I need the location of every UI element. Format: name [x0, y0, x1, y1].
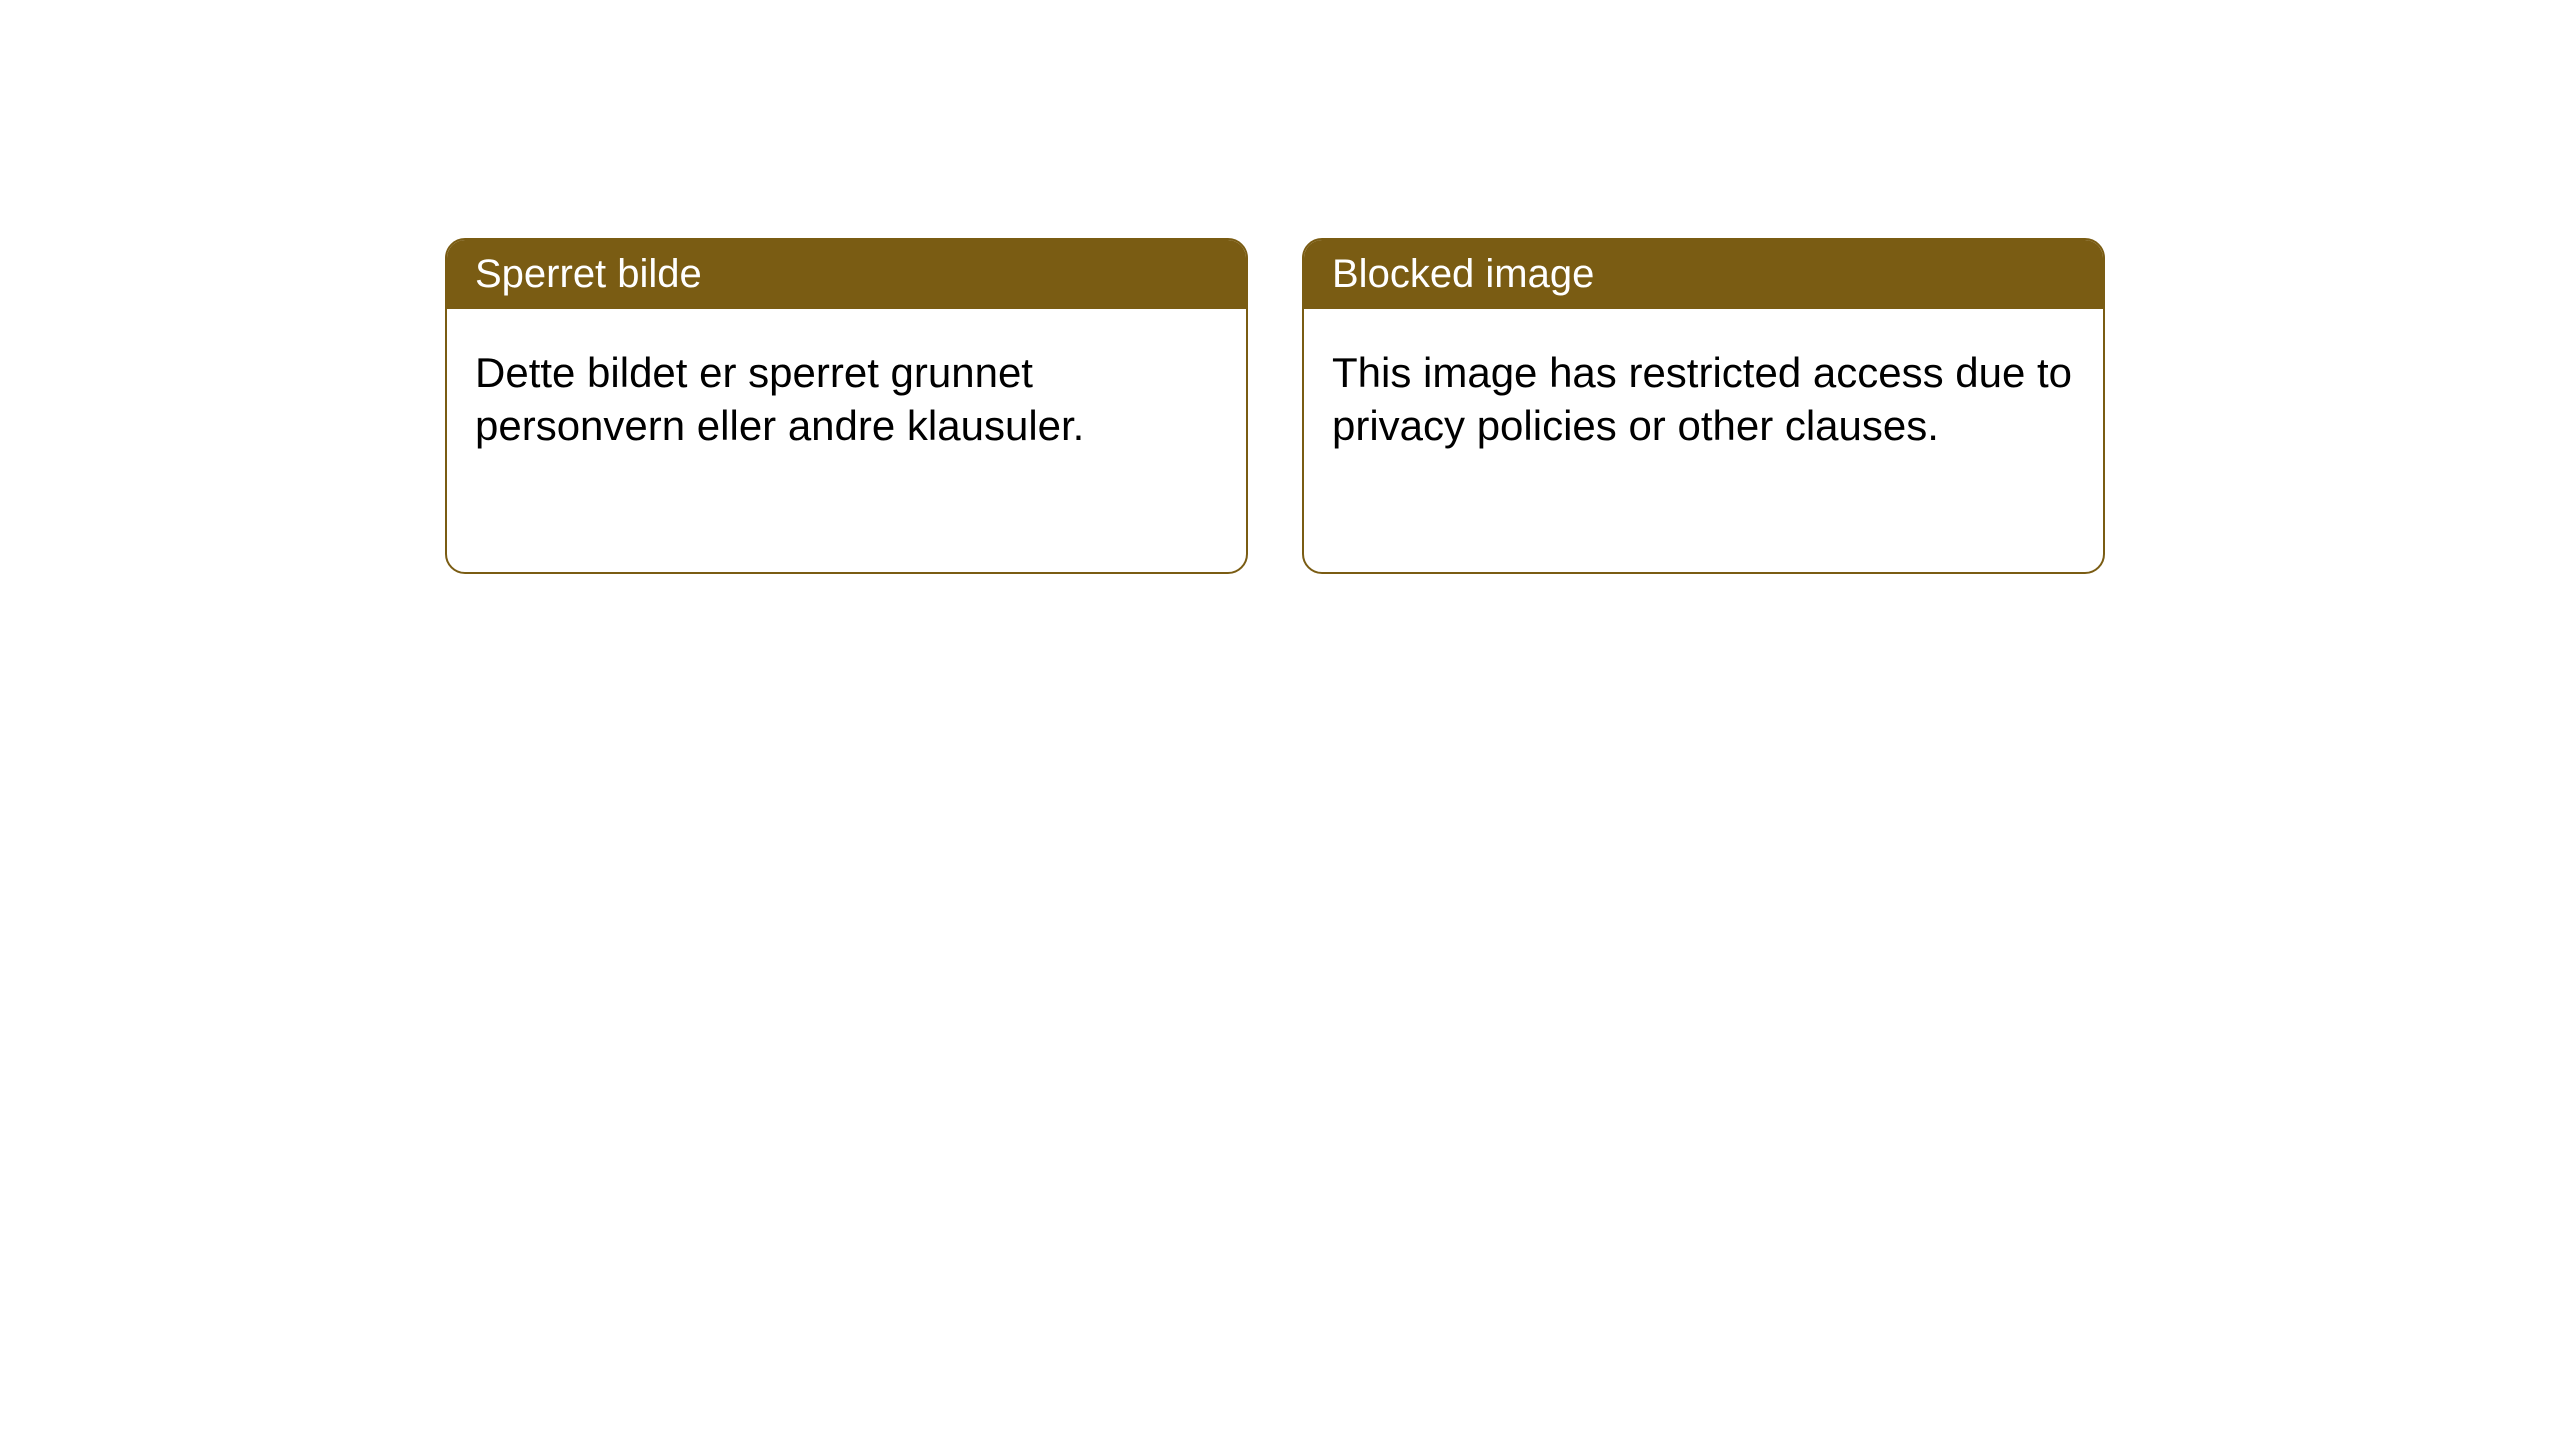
card-message: Dette bildet er sperret grunnet personve…: [475, 349, 1084, 449]
notice-card-norwegian: Sperret bilde Dette bildet er sperret gr…: [445, 238, 1248, 574]
card-body: This image has restricted access due to …: [1304, 309, 2103, 490]
card-header: Blocked image: [1304, 240, 2103, 309]
notice-cards-container: Sperret bilde Dette bildet er sperret gr…: [0, 0, 2560, 574]
card-title: Blocked image: [1332, 252, 1594, 296]
card-header: Sperret bilde: [447, 240, 1246, 309]
card-body: Dette bildet er sperret grunnet personve…: [447, 309, 1246, 490]
notice-card-english: Blocked image This image has restricted …: [1302, 238, 2105, 574]
card-message: This image has restricted access due to …: [1332, 349, 2072, 449]
card-title: Sperret bilde: [475, 252, 702, 296]
